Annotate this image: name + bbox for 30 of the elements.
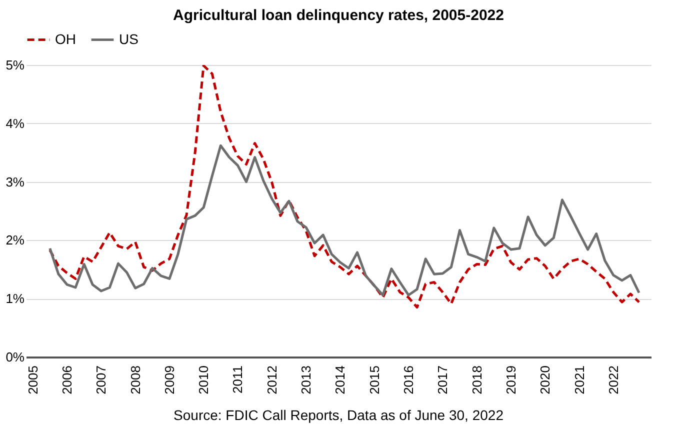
y-tick-label: 2% <box>6 232 25 248</box>
x-tick-label: 2014 <box>332 366 348 394</box>
x-tick-label: 2020 <box>538 366 553 394</box>
x-tick-label: 2012 <box>264 366 280 394</box>
x-tick-label: 2006 <box>59 366 74 394</box>
y-tick-label: 0% <box>6 350 25 364</box>
x-tick-label: 2015 <box>366 366 382 394</box>
x-tick-label: 2011 <box>230 366 246 394</box>
x-tick-label: 2022 <box>606 366 621 394</box>
x-tick-label: 2007 <box>94 366 109 394</box>
x-tick-label: 2010 <box>196 366 212 394</box>
chart-title: Agricultural loan delinquency rates, 2005-2022 <box>173 7 504 24</box>
y-tick-label: 5% <box>6 58 25 72</box>
x-tick-label: 2019 <box>503 366 518 394</box>
x-tick-label: 2013 <box>298 366 314 394</box>
legend-label: OH <box>55 30 76 47</box>
x-tick-label: 2018 <box>469 366 484 394</box>
y-tick-label: 4% <box>6 116 25 131</box>
x-tick-label: 2021 <box>572 366 587 394</box>
y-tick-label: 1% <box>6 291 25 306</box>
x-tick-label: 2017 <box>435 366 450 394</box>
line-series <box>48 65 640 309</box>
x-tick-label: 2016 <box>401 366 416 394</box>
x-tick-label: 2009 <box>162 366 177 394</box>
y-tick-label: 3% <box>6 174 25 190</box>
source-note: Source: FDIC Call Reports, Data as of June 30, 2022 <box>174 407 504 423</box>
line-series <box>48 144 640 296</box>
legend-label: US <box>119 30 138 47</box>
x-tick-label: 2008 <box>128 366 143 394</box>
x-tick-label: 2005 <box>25 366 40 394</box>
